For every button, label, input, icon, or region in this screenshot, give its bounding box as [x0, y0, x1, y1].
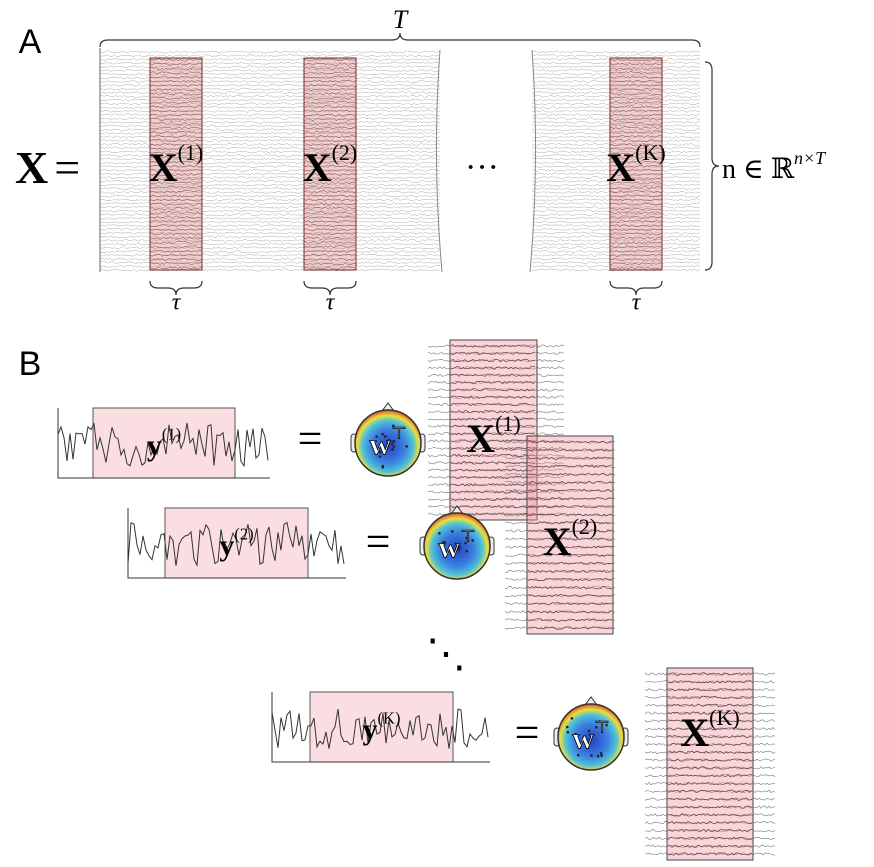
signal-label-sup: (2)	[234, 524, 253, 543]
panel-label: B	[19, 345, 42, 383]
lhs-matrix: X	[15, 142, 48, 193]
weight-label-sup: ⊤	[460, 526, 476, 545]
weight-label-sup: ⊤	[594, 717, 610, 736]
equals: =	[298, 414, 323, 463]
electrode	[382, 466, 385, 469]
block-label-base: X	[680, 710, 709, 755]
electrode	[465, 550, 468, 553]
eeg-trace	[532, 51, 700, 53]
block-label-sup: (2)	[332, 140, 358, 165]
dim-label: n ∈ ℝn×T	[722, 148, 827, 185]
electrode	[567, 731, 570, 734]
signal-label-sup: (1)	[162, 424, 181, 443]
block-label-sup: (K)	[709, 705, 740, 730]
electrode	[571, 717, 574, 720]
block-label-sup: (1)	[495, 411, 521, 436]
signal-label-base: y	[219, 529, 234, 562]
weight-label-base: w	[572, 722, 594, 755]
block-label-base: X	[466, 416, 495, 461]
ellipsis: ···	[465, 149, 499, 186]
span-label: T	[393, 5, 409, 34]
lhs-equals: =	[54, 142, 80, 193]
width-label: τ	[172, 290, 182, 316]
equals: =	[515, 708, 540, 757]
weight-label-base: w	[438, 531, 460, 564]
block-label-sup: (K)	[635, 140, 666, 165]
dim-sup: n×T	[794, 148, 827, 168]
block-label-sup: (2)	[572, 514, 598, 539]
electrode	[391, 448, 394, 451]
panel-label: A	[19, 23, 42, 61]
electrode	[600, 754, 603, 757]
electrode	[600, 752, 603, 755]
electrode	[566, 726, 569, 729]
lhs-equation: X=	[15, 142, 80, 193]
weight-label-base: w	[369, 428, 391, 461]
block-label-base: X	[303, 145, 332, 190]
eeg-trace	[100, 55, 440, 57]
electrode	[391, 443, 394, 446]
block-label-base: X	[606, 145, 635, 190]
equals: =	[366, 517, 391, 566]
width-label: τ	[632, 290, 642, 316]
cut-edge	[530, 50, 536, 272]
electrode	[405, 445, 408, 448]
brace	[100, 33, 700, 47]
block-label-base: X	[543, 519, 572, 564]
eeg-trace	[532, 55, 700, 57]
block-label-base: X	[149, 145, 178, 190]
cut-edge	[436, 50, 442, 272]
signal-label-base: y	[363, 713, 378, 746]
weight-label-sup: ⊤	[391, 423, 407, 442]
electrode	[597, 755, 600, 758]
figure: ATX=X(1)τX(2)τX(K)τ···n ∈ ℝn×TBy(1)=w⊤X(…	[0, 0, 874, 867]
width-label: τ	[326, 290, 336, 316]
signal-label-sup: (K)	[378, 708, 401, 727]
eeg-trace	[100, 51, 440, 53]
page: {"panel_a": {"label": "A", "span_label":…	[0, 0, 874, 867]
block-label-sup: (1)	[178, 140, 204, 165]
electrode	[393, 445, 396, 448]
ellipsis: ⋱	[426, 631, 466, 676]
brace	[705, 62, 719, 270]
signal-label-base: y	[147, 429, 162, 462]
dim-text: n ∈ ℝ	[722, 154, 795, 185]
